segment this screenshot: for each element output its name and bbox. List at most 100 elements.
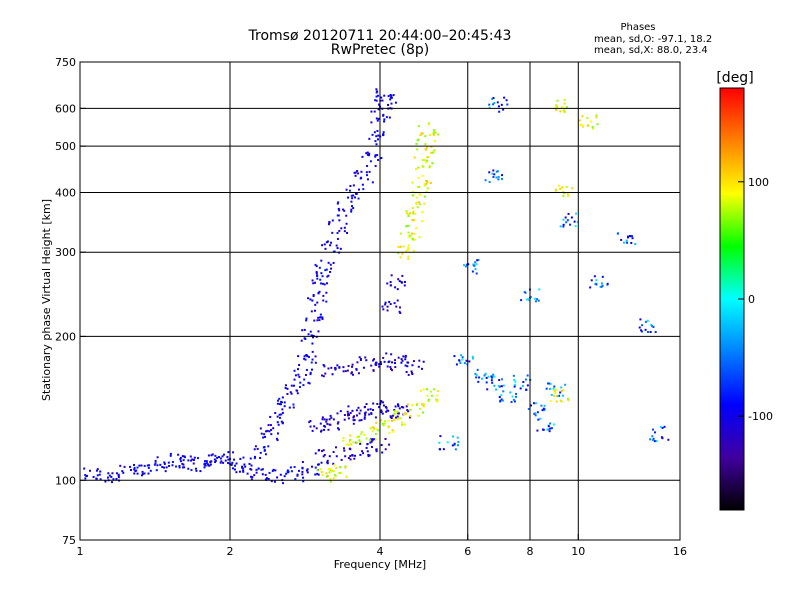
data-point	[373, 131, 376, 134]
data-point	[283, 401, 286, 404]
data-point	[388, 431, 391, 434]
data-point	[563, 111, 566, 114]
data-point	[95, 477, 98, 480]
data-point	[242, 469, 245, 472]
data-point	[418, 201, 421, 204]
data-point	[591, 125, 594, 128]
data-point	[133, 468, 136, 471]
data-point	[395, 305, 398, 308]
data-point	[379, 401, 382, 404]
data-point	[357, 188, 360, 191]
data-point	[194, 467, 197, 470]
data-point	[327, 261, 330, 264]
data-point	[414, 212, 417, 215]
data-point	[305, 317, 308, 320]
data-point	[407, 257, 410, 260]
data-point	[383, 120, 386, 123]
data-point	[490, 379, 493, 382]
data-point	[261, 468, 264, 471]
data-point	[491, 97, 494, 100]
data-point	[123, 465, 126, 468]
data-point	[241, 465, 244, 468]
data-point	[340, 472, 343, 475]
data-point	[343, 209, 346, 212]
data-point	[388, 425, 391, 428]
data-point	[476, 259, 479, 262]
data-point	[407, 246, 410, 249]
data-point	[153, 463, 156, 466]
data-point	[327, 223, 330, 226]
data-point	[329, 480, 332, 483]
data-point	[458, 359, 461, 362]
data-point	[327, 274, 330, 277]
data-point	[263, 449, 266, 452]
data-point	[296, 474, 299, 477]
data-point	[293, 369, 296, 372]
data-point	[332, 451, 335, 454]
data-point	[163, 461, 166, 464]
data-point	[348, 413, 351, 416]
data-point	[359, 442, 362, 445]
data-point	[497, 175, 500, 178]
data-point	[320, 272, 323, 275]
data-point	[374, 416, 377, 419]
data-point	[376, 402, 379, 405]
data-point	[321, 450, 324, 453]
data-point	[471, 357, 474, 360]
data-point	[600, 285, 603, 288]
data-point	[365, 437, 368, 440]
data-point	[386, 309, 389, 312]
data-point	[526, 384, 529, 387]
data-point	[407, 244, 410, 247]
data-point	[293, 378, 296, 381]
data-point	[403, 280, 406, 283]
data-point	[332, 250, 335, 253]
data-point	[484, 179, 487, 182]
data-point	[595, 116, 598, 119]
data-point	[576, 221, 579, 224]
data-point	[424, 159, 427, 162]
data-point	[253, 448, 256, 451]
data-point	[345, 443, 348, 446]
data-point	[322, 299, 325, 302]
data-point	[311, 336, 314, 339]
data-point	[514, 380, 517, 383]
data-point	[346, 410, 349, 413]
data-point	[375, 361, 378, 364]
data-point	[418, 185, 421, 188]
data-point	[318, 266, 321, 269]
data-point	[538, 288, 541, 291]
data-point	[292, 384, 295, 387]
data-point	[497, 105, 500, 108]
data-point	[453, 355, 456, 358]
data-point	[214, 454, 217, 457]
data-point	[189, 455, 192, 458]
data-point	[276, 399, 279, 402]
data-point	[394, 286, 397, 289]
data-point	[272, 427, 275, 430]
data-point	[561, 105, 564, 108]
data-point	[390, 102, 393, 105]
data-point	[374, 99, 377, 102]
data-point	[318, 316, 321, 319]
data-point	[171, 464, 174, 467]
data-point	[183, 466, 186, 469]
data-point	[401, 359, 404, 362]
chart-subtitle: RwPretec (8p)	[331, 42, 429, 58]
data-point	[553, 395, 556, 398]
data-point	[268, 471, 271, 474]
data-point	[502, 108, 505, 111]
data-point	[339, 247, 342, 250]
data-point	[493, 375, 496, 378]
data-point	[347, 443, 350, 446]
data-point	[350, 194, 353, 197]
data-point	[346, 414, 349, 417]
data-point	[424, 135, 427, 138]
data-point	[182, 459, 185, 462]
data-point	[335, 244, 338, 247]
data-point	[500, 394, 503, 397]
data-point	[263, 433, 266, 436]
data-point	[140, 464, 143, 467]
data-point	[331, 219, 334, 222]
data-point	[385, 116, 388, 119]
